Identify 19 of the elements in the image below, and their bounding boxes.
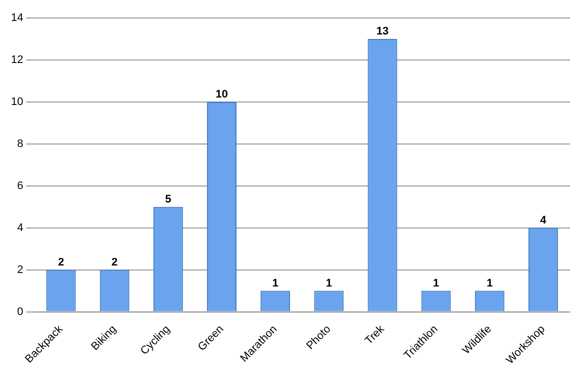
data-label: 2	[112, 256, 118, 268]
x-tick-label: Trek	[362, 322, 388, 347]
data-label: 10	[216, 88, 228, 100]
data-label: 1	[272, 277, 278, 290]
y-tick-label: 2	[17, 264, 24, 276]
data-label: 13	[376, 26, 389, 38]
y-tick-label: 14	[10, 12, 24, 24]
y-tick-label: 8	[17, 138, 24, 150]
y-tick-label: 0	[17, 306, 24, 318]
y-tick-label: 6	[17, 180, 24, 192]
data-label: 1	[486, 277, 493, 290]
data-label: 2	[58, 256, 64, 268]
data-label: 4	[540, 214, 548, 226]
y-tick-label: 12	[10, 54, 24, 66]
data-label: 1	[432, 277, 440, 290]
y-tick-label: 10	[10, 96, 24, 108]
data-label: 5	[165, 193, 172, 206]
data-label: 1	[326, 277, 332, 290]
y-tick-label: 4	[17, 222, 24, 234]
